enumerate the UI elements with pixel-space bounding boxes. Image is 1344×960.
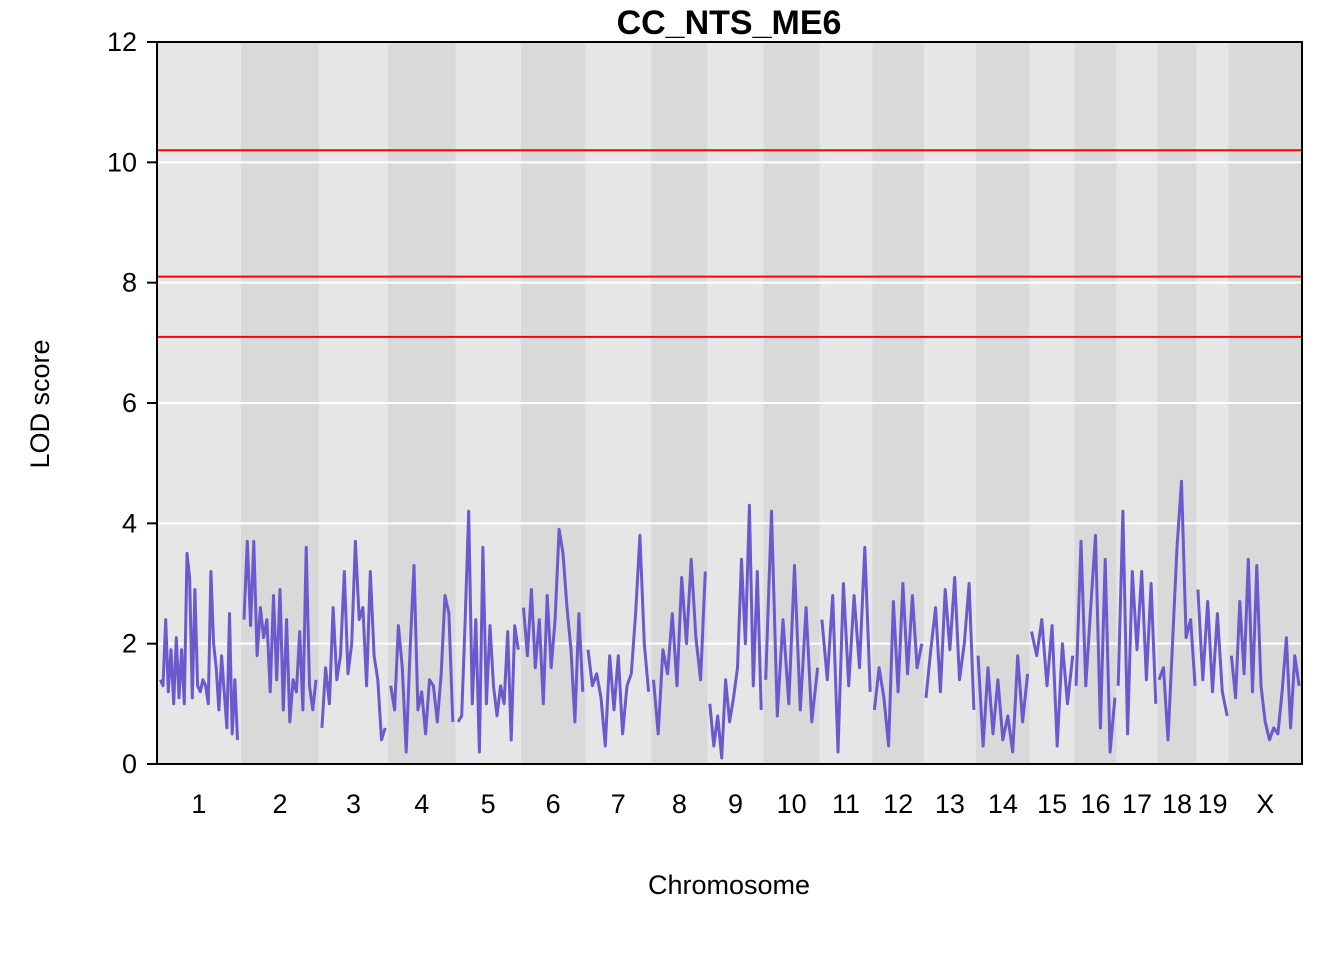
y-tick-label-2: 2: [122, 629, 137, 659]
x-tick-label-3: 3: [346, 789, 361, 819]
lod-line-chr-15: [1030, 618, 1075, 748]
x-tick-label-12: 12: [883, 789, 913, 819]
x-tick-label-2: 2: [273, 789, 288, 819]
x-tick-label-10: 10: [777, 789, 807, 819]
lod-series: [159, 479, 1301, 760]
lod-line-chr-1: [159, 551, 239, 740]
x-tick-label-19: 19: [1198, 789, 1228, 819]
lod-line-chr-7: [586, 533, 651, 748]
lod-line-chr-9: [708, 503, 763, 760]
y-axis: 0 2 4 6 8 10 12: [107, 27, 157, 779]
y-tick-label-0: 0: [122, 749, 137, 779]
x-tick-label-4: 4: [414, 789, 429, 819]
lod-line-chr-X: [1229, 557, 1301, 742]
lod-line-chr-2: [242, 539, 318, 724]
lod-line-chr-8: [652, 557, 707, 736]
y-tick-label-4: 4: [122, 508, 137, 538]
lod-line-chr-11: [820, 545, 872, 754]
x-tick-label-15: 15: [1037, 789, 1067, 819]
threshold-lines: [157, 149, 1302, 338]
lod-line-chr-19: [1196, 589, 1229, 717]
x-tick-label-17: 17: [1122, 789, 1152, 819]
x-tick-label-16: 16: [1081, 789, 1111, 819]
x-tick-label-5: 5: [481, 789, 496, 819]
y-tick-label-6: 6: [122, 388, 137, 418]
y-tick-label-10: 10: [107, 147, 137, 177]
lod-line-chr-6: [522, 527, 585, 724]
x-tick-label-1: 1: [191, 789, 206, 819]
y-axis-label: LOD score: [25, 339, 55, 468]
lod-line-chr-12: [872, 582, 924, 748]
x-tick-label-18: 18: [1162, 789, 1192, 819]
lod-line-chr-13: [924, 576, 976, 710]
y-tick-label-12: 12: [107, 27, 137, 57]
lod-line-chr-16: [1074, 533, 1117, 754]
x-tick-label-6: 6: [546, 789, 561, 819]
x-tick-label-11: 11: [832, 789, 860, 819]
x-tick-label-8: 8: [672, 789, 687, 819]
x-axis: 1 2 3 4 5 6 7 8 9 10 11 12 13 14 15 16 17 18 19 X: [191, 789, 1274, 819]
lod-line-chr-17: [1116, 509, 1158, 736]
lod-line-chr-4: [389, 564, 455, 754]
lod-line-chr-10: [764, 509, 820, 724]
lod-line-chr-5: [456, 509, 520, 754]
lod-line-chr-3: [320, 539, 387, 742]
x-axis-label: Chromosome: [648, 870, 810, 900]
chart-title: CC_NTS_ME6: [617, 4, 842, 42]
x-tick-label-7: 7: [611, 789, 626, 819]
x-tick-label-14: 14: [988, 789, 1018, 819]
y-tick-label-8: 8: [122, 268, 137, 298]
x-tick-label-X: X: [1256, 789, 1274, 819]
lod-line-chr-14: [976, 654, 1030, 754]
x-tick-label-13: 13: [935, 789, 965, 819]
x-tick-label-9: 9: [728, 789, 743, 819]
lod-line-chr-18: [1157, 479, 1197, 742]
